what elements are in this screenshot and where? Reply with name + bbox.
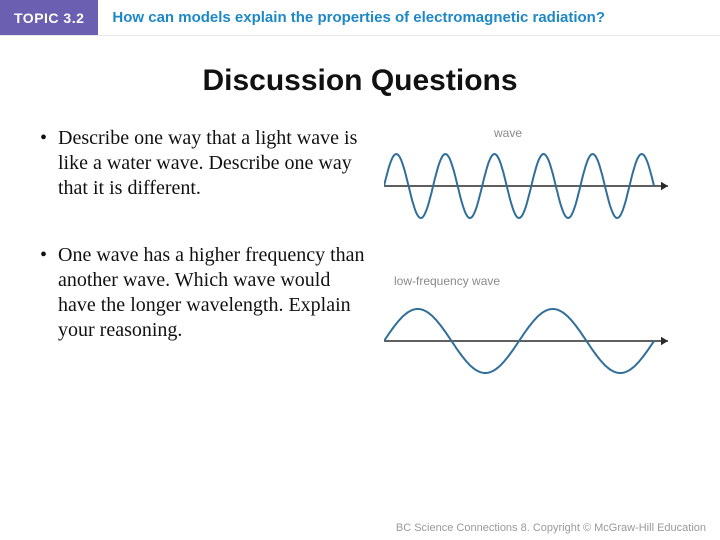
bullet-item: One wave has a higher frequency than ano…: [40, 243, 370, 343]
footer-copyright: BC Science Connections 8. Copyright © Mc…: [396, 522, 706, 534]
bullet-list: Describe one way that a light wave is li…: [40, 126, 370, 426]
slide-title: Discussion Questions: [0, 64, 720, 98]
wave-diagram: wave low-frequency wave: [384, 126, 690, 426]
topic-header: TOPIC 3.2 How can models explain the pro…: [0, 0, 720, 36]
diagram-label-low: low-frequency wave: [394, 274, 500, 288]
content-area: Describe one way that a light wave is li…: [0, 126, 720, 426]
diagram-label-high: wave: [494, 126, 522, 140]
wave-svg: [384, 126, 684, 406]
bullet-item: Describe one way that a light wave is li…: [40, 126, 370, 201]
header-title: How can models explain the properties of…: [98, 0, 605, 35]
topic-badge: TOPIC 3.2: [0, 0, 98, 35]
topic-badge-label: TOPIC 3.2: [14, 10, 84, 26]
